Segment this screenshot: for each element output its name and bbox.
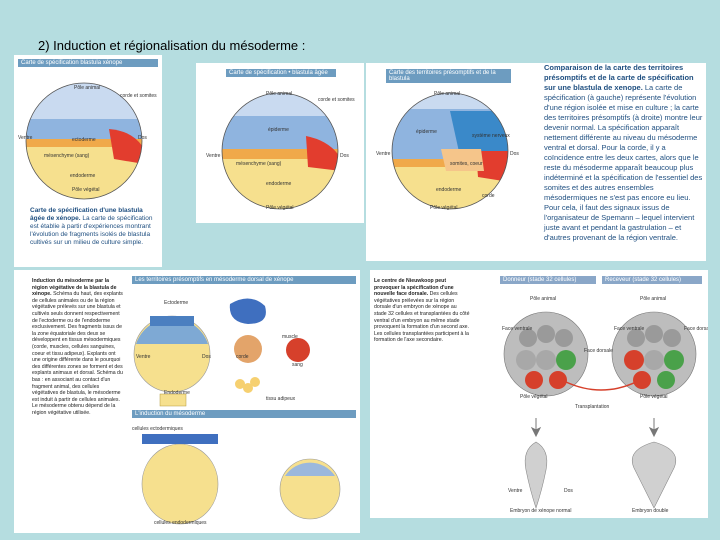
figure-specification-map: Carte de spécification blastula xénope P…	[14, 55, 162, 267]
figure1-caption: Carte de spécification d'une blastula âg…	[30, 207, 158, 247]
label-epiderme: épiderme	[416, 129, 437, 135]
figure5-diagram	[503, 311, 697, 509]
figure2-header: Carte de spécification • blastula âgée	[226, 69, 336, 77]
figure5-text: Le centre de Nieuwkoop peut provoquer la…	[374, 278, 470, 344]
figure-specification-map-2: Carte de spécification • blastula âgée P…	[196, 63, 364, 223]
label-cordes: corde et somites	[318, 97, 355, 103]
label-cellules-ectodermiques: cellules ectodermiques	[132, 426, 183, 432]
label-dos: Dos	[202, 354, 211, 360]
label-pole-animal-left: Pôle animal	[530, 296, 557, 302]
figure3-diagram	[391, 92, 509, 210]
figure2-diagram	[221, 92, 339, 210]
label-face-dorsale-left: Face dorsale	[584, 348, 613, 354]
recipient-embryo	[611, 311, 697, 397]
label-ectoderme: Ectoderme	[164, 300, 189, 306]
label-cordes: corde et somites	[120, 93, 157, 99]
label-ventre: Ventre	[508, 488, 523, 494]
figure4-text: Induction du mésoderme par la région vég…	[32, 278, 124, 416]
label-ectoderme: ectoderme	[72, 137, 96, 143]
figure3-text-heading: Comparaison de la carte des territoires …	[544, 63, 694, 92]
label-endoderme: endoderme	[70, 173, 96, 179]
figure1-diagram	[25, 82, 143, 200]
label-pole-animal: Pôle animal	[434, 91, 461, 97]
label-pole-animal: Pôle animal	[266, 91, 293, 97]
label-sang: sang	[292, 362, 303, 368]
label-pole-vegetal-right: Pôle végétal	[640, 394, 668, 400]
label-somites: somites, coeur	[450, 161, 483, 167]
donor-embryo	[503, 311, 589, 397]
label-endoderme: Endoderme	[164, 390, 190, 396]
label-endoderme: endoderme	[436, 187, 462, 193]
figure5-right-header: Receveur (stade 32 cellules)	[602, 276, 702, 284]
label-dos: Dos	[138, 135, 147, 141]
label-face-ventrale-right: Face ventrale	[614, 326, 645, 332]
label-pole-vegetal: Pôle végétal	[430, 205, 458, 211]
slide-title: 2) Induction et régionalisation du mésod…	[38, 38, 306, 53]
label-pole-vegetal-left: Pôle végétal	[520, 394, 548, 400]
label-epiderme: épiderme	[268, 127, 289, 133]
figure5-text-body: Des cellules végétatives prélevées sur l…	[374, 291, 470, 344]
figure3-text-body: La carte de spécification (à gauche) rep…	[544, 83, 703, 242]
label-pole-animal: Pôle animal	[74, 85, 101, 91]
label-ventre: Ventre	[18, 135, 33, 141]
label-cellules-endodermiques: cellules endodermiques	[154, 520, 207, 526]
figure1-caption-rest: La carte de spécification est établie à …	[30, 215, 153, 246]
label-corde: corde	[482, 193, 495, 199]
figure4-header-top: Les territoires présomptifs en mésoderme…	[132, 276, 356, 284]
figure4-header-bottom: L'induction du mésoderme	[132, 410, 356, 418]
label-transplantation: Transplantation	[575, 404, 610, 410]
figure3-text: Comparaison de la carte des territoires …	[544, 63, 704, 243]
figure1-caption-bold: Carte de spécification d'une blastula âg…	[30, 207, 143, 222]
figure4-text-heading: Induction du mésoderme par la région vég…	[32, 278, 117, 298]
label-corde: corde	[236, 354, 249, 360]
label-embryon-normal: Embryon de xénope normal	[510, 508, 572, 514]
figure4-diagram	[133, 298, 341, 525]
figure-presumptive-map: Carte des territoires présomptifs et de …	[366, 63, 706, 261]
label-face-dorsale-right: Face dorsale	[684, 326, 708, 332]
figure5-left-header: Donneur (stade 32 cellules)	[500, 276, 596, 284]
label-ventre: Ventre	[206, 153, 221, 159]
label-pole-vegetal: Pôle végétal	[72, 187, 100, 193]
figure4-text-body: Schéma du haut, des explants de cellules…	[32, 291, 123, 416]
label-pole-animal-right: Pôle animal	[640, 296, 667, 302]
label-mesenchyme: mésenchyme (sang)	[44, 153, 90, 159]
figure5-text-heading: Le centre de Nieuwkoop peut provoquer la…	[374, 278, 454, 298]
label-endoderme: endoderme	[266, 181, 292, 187]
label-muscle: muscle	[282, 334, 298, 340]
figure-mesoderm-induction: Induction du mésoderme par la région vég…	[14, 270, 360, 533]
label-ventre: Ventre	[376, 151, 391, 157]
label-systeme-nerveux: système nerveux	[472, 133, 510, 139]
figure1-header: Carte de spécification blastula xénope	[18, 59, 158, 67]
figure3-header: Carte des territoires présomptifs et de …	[386, 69, 511, 83]
label-tissu-adipeux: tissu adipeux	[266, 396, 296, 402]
label-pole-vegetal: Pôle végétal	[266, 205, 294, 211]
label-face-ventrale-left: Face ventrale	[502, 326, 533, 332]
label-embryon-double: Embryon double	[632, 508, 669, 514]
figure-nieuwkoop-center: Le centre de Nieuwkoop peut provoquer la…	[370, 270, 708, 518]
label-ventre: Ventre	[136, 354, 151, 360]
label-dos: Dos	[564, 488, 573, 494]
label-mesenchyme: mésenchyme (sang)	[236, 161, 282, 167]
label-dos: Dos	[510, 151, 519, 157]
label-dos: Dos	[340, 153, 349, 159]
